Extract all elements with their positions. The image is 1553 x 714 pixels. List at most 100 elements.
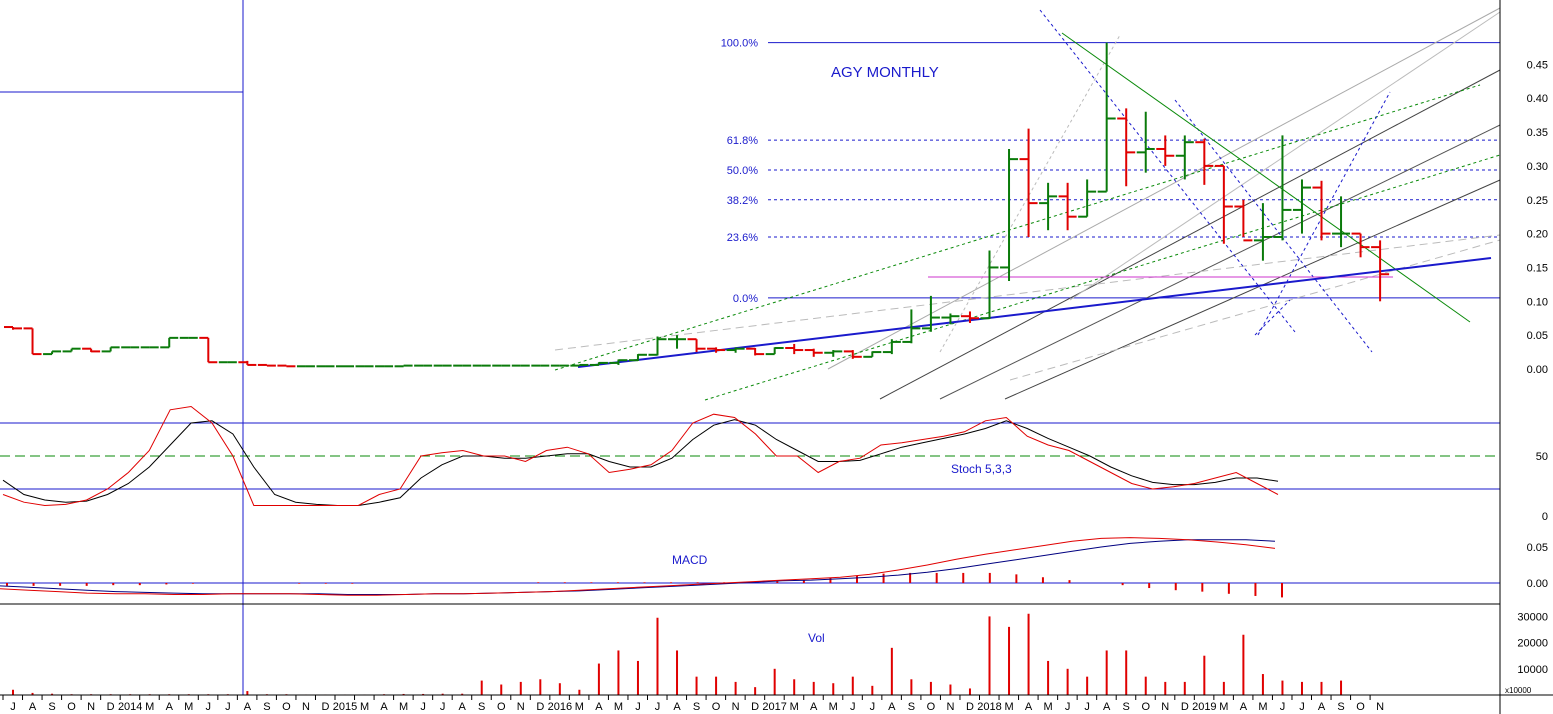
x-tick-label: D — [322, 701, 330, 713]
x-tick-label: N — [517, 701, 525, 713]
x-tick-label: J — [440, 701, 446, 713]
x-tick-label: D — [751, 701, 759, 713]
macd-panel: 0.05 0.00 — [0, 537, 1548, 605]
volume-panel: 30000 20000 10000 — [12, 611, 1548, 695]
ohlc-bar — [257, 363, 276, 367]
x-tick-label: M — [184, 701, 193, 713]
price-panel: 100.0% 61.8% 50.0% 38.2% 23.6% 0.0% 0.45 0.40 0.… — [0, 0, 1548, 695]
x-tick-label: M — [614, 701, 623, 713]
x-tick-label: M — [829, 701, 838, 713]
channel-line — [1069, 11, 1501, 301]
x-tick-label: A — [166, 701, 174, 713]
x-tick-label: M — [1004, 701, 1013, 713]
macd-tick-label: 0.05 — [1527, 542, 1548, 554]
ohlc-bar — [1332, 196, 1351, 248]
price-tick-label: 0.20 — [1527, 229, 1548, 241]
price-tick-label: 0.25 — [1527, 195, 1548, 207]
ohlc-bar — [1234, 199, 1253, 242]
ohlc-bar — [101, 346, 120, 353]
x-tick-label: J — [206, 701, 212, 713]
channel-line — [939, 124, 1501, 400]
fib-label: 61.8% — [727, 135, 758, 147]
x-tick-label: J — [870, 701, 876, 713]
x-tick-label: O — [497, 701, 506, 713]
ohlc-bar — [628, 353, 647, 362]
x-tick-label: A — [810, 701, 818, 713]
x-tick-label: N — [732, 701, 740, 713]
ohlc-bar — [394, 364, 413, 368]
x-tick-label: M — [1258, 701, 1267, 713]
x-tick-label: M — [1044, 701, 1053, 713]
ohlc-bar — [960, 311, 979, 323]
stoch-panel: 50 0 — [0, 405, 1548, 523]
stoch-k-line — [2, 405, 1279, 507]
ohlc-bar — [1312, 180, 1331, 241]
ohlc-bar — [1019, 128, 1038, 237]
x-tick-label: A — [29, 701, 37, 713]
blue-dotted-line — [1254, 299, 1291, 336]
ohlc-bar — [882, 339, 901, 355]
x-tick-label: 2018 — [977, 701, 1001, 713]
x-tick-label: A — [244, 701, 252, 713]
x-tick-label: D — [966, 701, 974, 713]
fib-label: 100.0% — [721, 38, 759, 50]
ohlc-bar — [941, 313, 960, 325]
ohlc-bar — [62, 347, 81, 353]
x-tick-label: M — [145, 701, 154, 713]
x-tick-label: A — [673, 701, 681, 713]
price-tick-label: 0.35 — [1527, 127, 1548, 139]
ohlc-bar — [785, 343, 804, 355]
x-tick-label: N — [1161, 701, 1169, 713]
volume-tick-label: 30000 — [1517, 611, 1548, 623]
ohlc-bar — [648, 336, 667, 356]
volume-tick-label: 20000 — [1517, 638, 1548, 650]
ohlc-bar — [902, 309, 921, 344]
ohlc-bar — [1351, 232, 1370, 258]
ohlc-bar — [1117, 108, 1136, 187]
x-tick-label: J — [655, 701, 661, 713]
ohlc-bar — [1058, 182, 1077, 231]
ohlc-bar — [863, 351, 882, 358]
macd-tick-label: 0.00 — [1527, 578, 1548, 590]
x-tick-label: S — [693, 701, 700, 713]
x-tick-label: J — [225, 701, 231, 713]
ohlc-bar — [23, 327, 42, 356]
ohlc-bar — [160, 336, 179, 349]
price-tick-label: 0.45 — [1527, 59, 1548, 71]
macd-label: MACD — [672, 553, 708, 567]
x-tick-label: M — [399, 701, 408, 713]
x-tick-label: M — [360, 701, 369, 713]
fib-label: 50.0% — [727, 165, 758, 177]
ohlc-bar — [277, 364, 296, 368]
ohlc-bar — [668, 335, 687, 349]
x-tick-label: O — [712, 701, 721, 713]
x-tick-label: 2017 — [762, 701, 786, 713]
price-tick-label: 0.15 — [1527, 262, 1548, 274]
x-tick-label: 2019 — [1192, 701, 1216, 713]
ohlc-bar — [1156, 135, 1175, 166]
ohlc-bar — [1195, 138, 1214, 185]
fib-label: 0.0% — [733, 293, 758, 305]
x-tick-label: O — [282, 701, 291, 713]
ohlc-bar — [238, 360, 257, 366]
ohlc-bar — [824, 350, 843, 357]
ohlc-bar — [1292, 179, 1311, 234]
x-tick-label: O — [67, 701, 76, 713]
x-tick-label: A — [1103, 701, 1111, 713]
stoch-tick-label: 50 — [1536, 451, 1548, 463]
ohlc-bar — [1097, 42, 1116, 193]
ohlc-bar — [1214, 164, 1233, 244]
ohlc-bar — [1039, 182, 1058, 231]
channel-line — [879, 69, 1501, 400]
volume-tick-label: 10000 — [1517, 664, 1548, 676]
dashed-gray-line — [939, 34, 1121, 353]
x-tick-label: 2016 — [548, 701, 572, 713]
x-tick-label: N — [1376, 701, 1384, 713]
blue-uptrend-line — [577, 257, 1492, 368]
ohlc-bar — [82, 347, 101, 353]
x-tick-label: J — [1084, 701, 1090, 713]
x-tick-label: J — [10, 701, 16, 713]
ohlc-bar — [4, 326, 22, 330]
price-tick-label: 0.40 — [1527, 93, 1548, 105]
